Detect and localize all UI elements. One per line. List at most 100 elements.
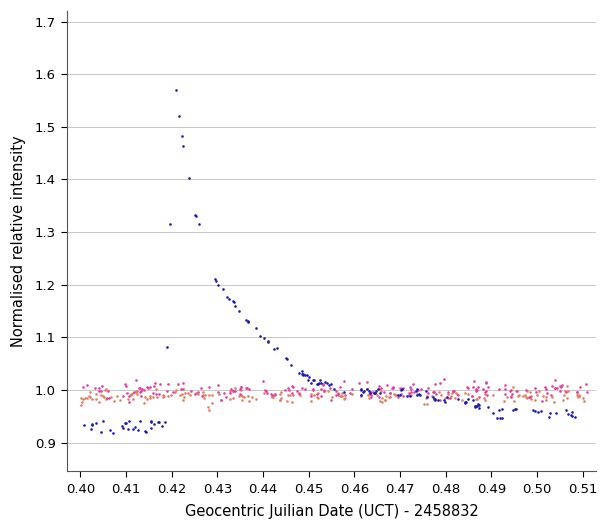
Point [369, 389, 379, 398]
Point [547, 393, 557, 401]
Point [132, 375, 142, 384]
Point [448, 387, 458, 395]
Point [123, 425, 133, 434]
Point [500, 381, 510, 389]
Point [453, 391, 463, 399]
Point [567, 408, 576, 417]
Point [550, 384, 559, 393]
Point [320, 377, 330, 386]
Point [204, 383, 213, 392]
Point [132, 388, 142, 396]
Point [381, 392, 391, 400]
Point [308, 386, 318, 394]
Point [507, 390, 517, 398]
Point [194, 219, 204, 228]
Point [102, 393, 112, 402]
Point [132, 387, 142, 395]
Point [109, 396, 118, 405]
Point [461, 398, 471, 406]
Point [522, 386, 531, 395]
Point [500, 390, 509, 398]
Point [385, 388, 395, 397]
Point [463, 390, 473, 398]
Point [492, 413, 502, 422]
Point [179, 392, 189, 401]
Point [234, 307, 243, 315]
Point [226, 385, 235, 393]
Point [559, 395, 569, 404]
Point [555, 386, 565, 395]
Point [339, 395, 349, 403]
Point [190, 211, 200, 219]
Point [213, 381, 223, 390]
Point [140, 393, 149, 402]
Point [98, 392, 108, 400]
Point [286, 361, 296, 369]
Point [297, 366, 307, 375]
Point [562, 388, 572, 396]
Point [428, 393, 438, 402]
Point [542, 388, 552, 397]
Point [251, 324, 261, 333]
Point [225, 389, 235, 398]
Point [121, 382, 131, 391]
Point [475, 404, 484, 412]
Point [371, 387, 381, 395]
Point [333, 389, 343, 398]
Point [552, 384, 562, 393]
Point [106, 393, 116, 401]
Point [513, 392, 523, 400]
Point [214, 281, 223, 289]
Point [268, 391, 278, 400]
Point [525, 392, 534, 401]
Point [129, 388, 139, 396]
Point [135, 417, 145, 426]
Point [414, 390, 424, 398]
Point [395, 391, 404, 399]
Point [177, 131, 187, 140]
Point [451, 389, 461, 398]
Point [245, 384, 254, 393]
Point [336, 392, 346, 400]
Point [374, 382, 384, 391]
Point [423, 388, 433, 397]
Point [217, 396, 226, 405]
Point [262, 389, 271, 398]
Point [365, 387, 375, 396]
Point [440, 398, 450, 406]
Point [538, 392, 548, 401]
Point [128, 425, 138, 434]
Point [79, 420, 89, 429]
Point [193, 390, 203, 399]
Point [435, 396, 445, 404]
Point [94, 398, 104, 406]
Point [122, 388, 132, 397]
Point [336, 383, 345, 391]
Point [508, 383, 518, 392]
Point [231, 301, 240, 310]
Point [148, 393, 158, 401]
Point [460, 398, 470, 407]
Point [472, 386, 482, 395]
Point [506, 392, 516, 400]
Point [308, 376, 318, 385]
Point [364, 390, 374, 398]
Point [495, 414, 504, 422]
Point [207, 399, 217, 407]
Point [406, 385, 416, 393]
Point [473, 383, 483, 392]
Point [458, 395, 467, 404]
Point [248, 393, 257, 401]
Point [347, 385, 357, 393]
Point [287, 382, 297, 391]
Point [118, 424, 128, 432]
Point [494, 384, 504, 393]
Point [560, 387, 570, 395]
Point [397, 385, 407, 393]
Point [427, 392, 437, 401]
Point [462, 383, 472, 392]
Point [258, 377, 268, 385]
Point [200, 391, 210, 399]
Point [430, 380, 440, 388]
Point [287, 389, 296, 398]
